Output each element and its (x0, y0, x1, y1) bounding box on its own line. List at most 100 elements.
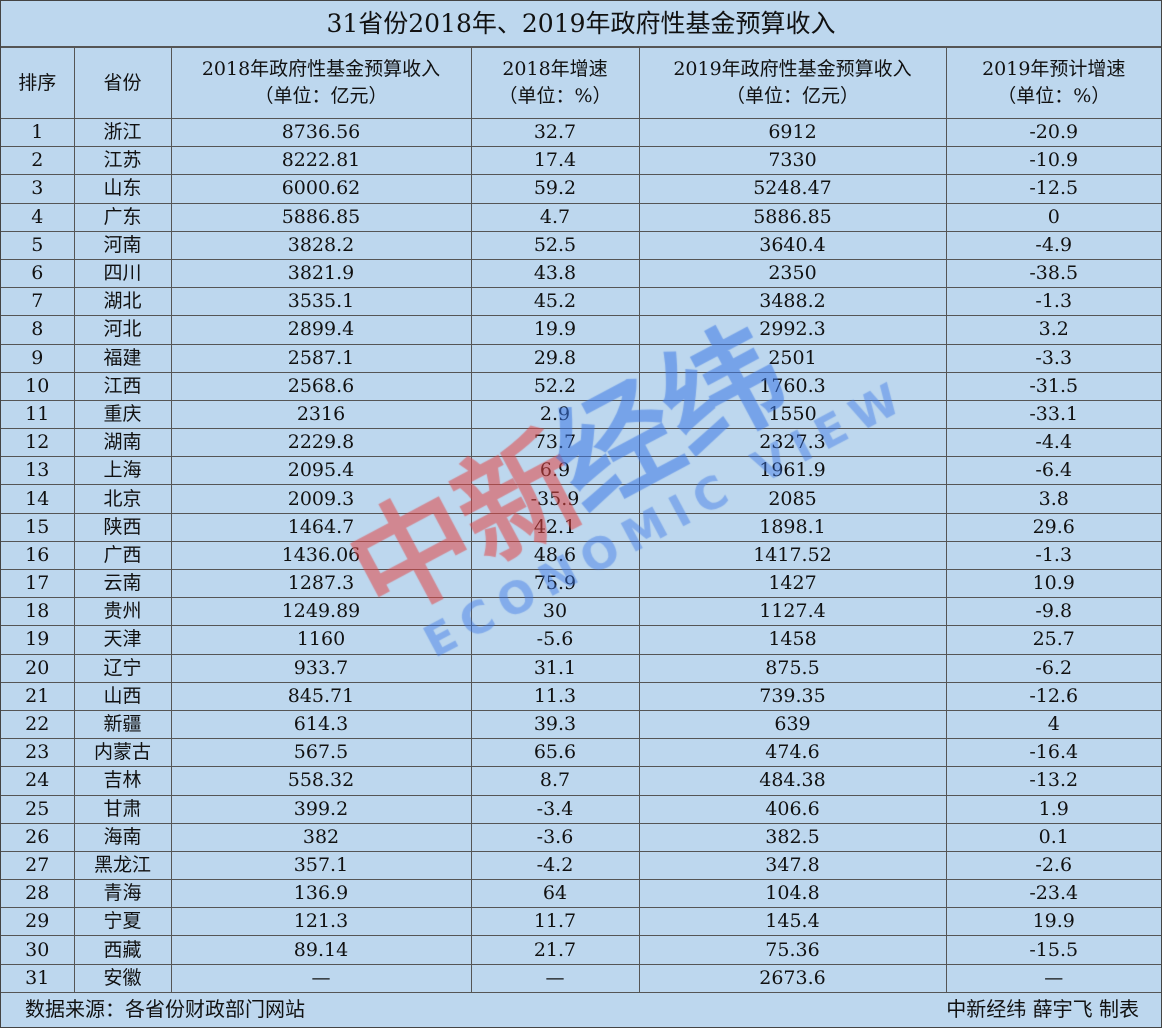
revenue-2018-cell: 845.71 (170, 681, 472, 711)
rank-cell: 3 (1, 174, 75, 204)
header-unit: （单位：%） (997, 85, 1111, 107)
revenue-2019-cell: 2327.3 (638, 428, 947, 458)
growth-2019-cell: -4.4 (945, 428, 1161, 458)
province-cell: 海南 (73, 822, 172, 852)
growth-2018-cell: 2.9 (470, 399, 640, 430)
revenue-2018-cell: 2316 (170, 399, 472, 430)
revenue-2018-cell: 1160 (170, 625, 472, 655)
growth-2019-cell: -12.5 (945, 174, 1161, 204)
growth-2019-cell: 4 (945, 709, 1161, 740)
rank-cell: 16 (1, 540, 75, 571)
revenue-2019-cell: 1127.4 (638, 597, 947, 627)
growth-2019-cell: -12.6 (945, 681, 1161, 711)
revenue-2019-cell: 1550 (638, 399, 947, 430)
province-cell: 西藏 (73, 935, 172, 965)
header-label: 排序 (18, 71, 57, 94)
source-note: 数据来源：各省份财政部门网站 (25, 997, 305, 1021)
revenue-2018-cell: 121.3 (170, 907, 472, 937)
revenue-2018-cell: 382 (170, 822, 472, 852)
growth-2019-cell: 25.7 (945, 625, 1161, 655)
header-unit: （单位：亿元） (254, 85, 388, 107)
revenue-2019-cell: 104.8 (638, 879, 947, 909)
growth-2018-cell: 52.5 (470, 230, 640, 260)
growth-2018-cell: 43.8 (470, 258, 640, 289)
page-title: 31省份2018年、2019年政府性基金预算收入 (1, 1, 1161, 47)
growth-2018-cell: 48.6 (470, 540, 640, 571)
growth-2018-cell: -5.6 (470, 625, 640, 655)
column-header: 省份 (73, 47, 172, 119)
growth-2018-cell: 11.7 (470, 907, 640, 937)
header-label: 2018年政府性基金预算收入 (201, 58, 441, 80)
column-header: 2018年增速 （单位：%） (470, 47, 640, 119)
header-label: 2019年政府性基金预算收入 (673, 58, 912, 80)
rank-cell: 19 (1, 625, 75, 655)
province-cell: 浙江 (73, 117, 172, 148)
table-row: 8 河北 2899.4 19.9 2992.3 3.2 (1, 315, 1161, 345)
revenue-2018-cell: 6000.62 (170, 174, 472, 204)
table-row: 1 浙江 8736.56 32.7 6912 -20.9 (1, 117, 1161, 148)
revenue-2018-cell: 1249.89 (170, 597, 472, 627)
growth-2018-cell: -3.4 (470, 794, 640, 824)
growth-2019-cell: 0 (945, 202, 1161, 232)
revenue-2018-cell: 614.3 (170, 709, 472, 740)
revenue-2019-cell: 2501 (638, 343, 947, 373)
growth-2018-cell: 42.1 (470, 512, 640, 542)
province-cell: 北京 (73, 484, 172, 514)
revenue-2018-cell: 933.7 (170, 653, 472, 683)
rank-cell: 13 (1, 456, 75, 486)
province-cell: 福建 (73, 343, 172, 373)
province-cell: 辽宁 (73, 653, 172, 683)
table-row: 21 山西 845.71 11.3 739.35 -12.6 (1, 681, 1161, 711)
province-cell: 河南 (73, 230, 172, 260)
province-cell: 吉林 (73, 766, 172, 796)
province-cell: 山东 (73, 174, 172, 204)
column-header: 2018年政府性基金预算收入 （单位：亿元） (170, 47, 472, 119)
revenue-2019-cell: 406.6 (638, 794, 947, 824)
revenue-2018-cell: 1436.06 (170, 540, 472, 571)
revenue-2018-cell: 3535.1 (170, 287, 472, 317)
header-unit: （单位：亿元） (725, 85, 859, 107)
column-header: 2019年政府性基金预算收入 （单位：亿元） (638, 47, 947, 119)
table-row: 23 内蒙古 567.5 65.6 474.6 -16.4 (1, 738, 1161, 768)
growth-2019-cell: 29.6 (945, 512, 1161, 542)
growth-2019-cell: 0.1 (945, 822, 1161, 852)
revenue-2019-cell: 5248.47 (638, 174, 947, 204)
rank-cell: 9 (1, 343, 75, 373)
revenue-2019-cell: 6912 (638, 117, 947, 148)
revenue-2019-cell: 739.35 (638, 681, 947, 711)
rank-cell: 7 (1, 287, 75, 317)
table-row: 27 黑龙江 357.1 -4.2 347.8 -2.6 (1, 850, 1161, 881)
growth-2019-cell: -13.2 (945, 766, 1161, 796)
revenue-2018-cell: 1287.3 (170, 568, 472, 599)
revenue-2018-cell: 2899.4 (170, 315, 472, 345)
rank-cell: 29 (1, 907, 75, 937)
growth-2019-cell: -15.5 (945, 935, 1161, 965)
revenue-2019-cell: 2673.6 (638, 963, 947, 993)
province-cell: 湖北 (73, 287, 172, 317)
table-row: 15 陕西 1464.7 42.1 1898.1 29.6 (1, 512, 1161, 542)
revenue-2018-cell: 2009.3 (170, 484, 472, 514)
growth-2018-cell: — (470, 963, 640, 993)
rank-cell: 25 (1, 794, 75, 824)
province-cell: 云南 (73, 568, 172, 599)
credit-note: 中新经纬 薛宇飞 制表 (946, 997, 1139, 1021)
revenue-2019-cell: 3488.2 (638, 287, 947, 317)
header-unit: （单位：%） (498, 85, 612, 107)
revenue-2018-cell: 2095.4 (170, 456, 472, 486)
growth-2018-cell: -35.9 (470, 484, 640, 514)
revenue-2019-cell: 145.4 (638, 907, 947, 937)
growth-2018-cell: 19.9 (470, 315, 640, 345)
growth-2018-cell: -3.6 (470, 822, 640, 852)
growth-2019-cell: -23.4 (945, 879, 1161, 909)
revenue-2019-cell: 1427 (638, 568, 947, 599)
table-row: 9 福建 2587.1 29.8 2501 -3.3 (1, 343, 1161, 373)
rank-cell: 12 (1, 428, 75, 458)
table-row: 28 青海 136.9 64 104.8 -23.4 (1, 879, 1161, 909)
growth-2018-cell: 30 (470, 597, 640, 627)
growth-2019-cell: 1.9 (945, 794, 1161, 824)
revenue-2019-cell: 2085 (638, 484, 947, 514)
province-cell: 陕西 (73, 512, 172, 542)
table-row: 20 辽宁 933.7 31.1 875.5 -6.2 (1, 653, 1161, 683)
province-cell: 湖南 (73, 428, 172, 458)
